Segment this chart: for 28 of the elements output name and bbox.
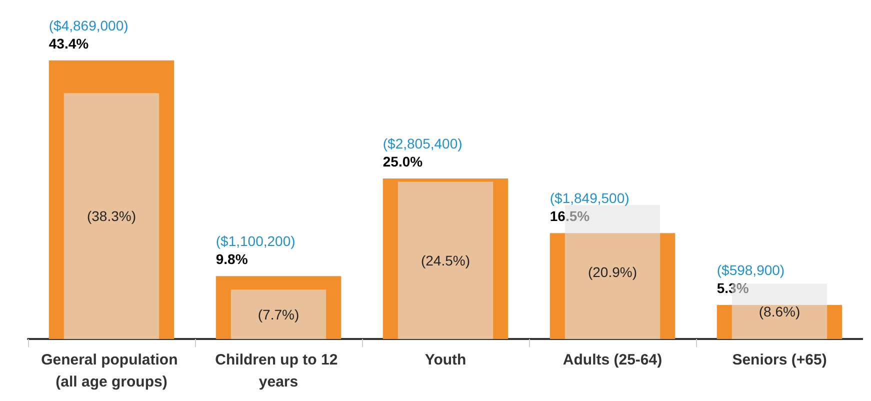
bar: [216, 276, 342, 339]
data-label: (38.3%): [86, 208, 136, 224]
annotation: ($1,100,200): [216, 233, 296, 250]
data-label: 16.5%: [550, 208, 590, 224]
bar: [398, 182, 494, 339]
x-tick-label: Youth: [424, 352, 466, 368]
bar: [48, 60, 174, 339]
data-label: (8.6%): [758, 303, 800, 320]
bar: [230, 290, 326, 339]
data-label: (24.5%): [420, 252, 470, 268]
data-label: 5.3%: [716, 280, 750, 296]
annotation: ($2,805,400): [382, 136, 462, 152]
annotation: ($4,869,000): [48, 17, 128, 34]
x-tick-label: Children up to 12 years: [215, 352, 342, 390]
annotation: ($598,900): [716, 262, 785, 278]
data-label: (20.9%): [588, 264, 638, 280]
data-label: 43.4%: [48, 35, 90, 52]
bar: [550, 233, 676, 339]
x-tick-label: General population (all age groups): [41, 352, 182, 390]
data-label: 9.8%: [216, 251, 248, 268]
bar: [716, 304, 842, 339]
x-tick-label: Seniors (+65): [732, 352, 827, 368]
bar: [382, 178, 508, 339]
annotation: ($1,849,500): [550, 190, 630, 206]
data-label: (7.7%): [258, 306, 300, 322]
bar: [64, 93, 160, 339]
x-tick-label: Adults (25-64): [562, 352, 662, 368]
data-label: 25.0%: [382, 154, 424, 170]
